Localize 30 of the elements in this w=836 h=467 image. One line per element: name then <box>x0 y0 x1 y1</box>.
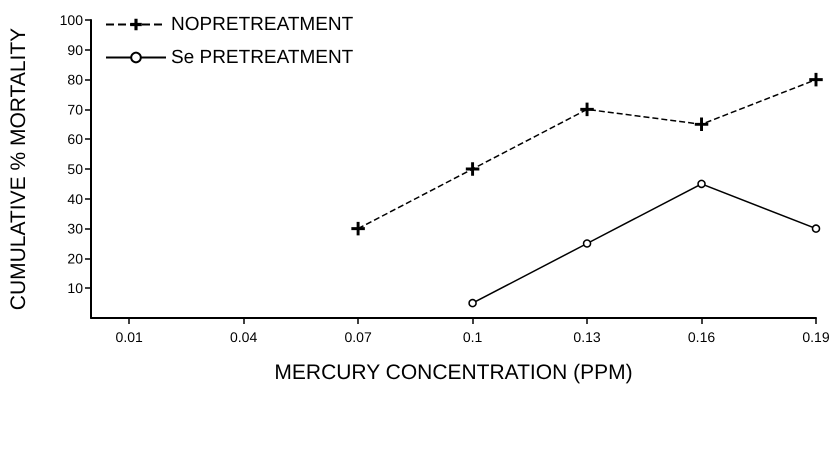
x-tick-label: 0.07 <box>344 329 372 345</box>
y-tick-label: 100 <box>60 12 84 28</box>
y-tick-label: 10 <box>67 280 84 296</box>
point <box>580 102 594 116</box>
y-tick-label: 20 <box>67 250 84 266</box>
legend-label: Se PRETREATMENT <box>171 47 354 68</box>
x-tick-label: 0.13 <box>573 329 601 345</box>
point <box>697 180 706 188</box>
x-axis-title: MERCURY CONCENTRATION (PPM) <box>274 361 633 384</box>
point <box>694 118 708 132</box>
y-tick-label: 50 <box>67 161 84 177</box>
point <box>812 224 820 233</box>
y-tick-label: 60 <box>67 131 84 148</box>
x-tick-label: 0.16 <box>688 329 716 345</box>
y-tick-label: 70 <box>67 101 84 118</box>
x-tick-label: 0.19 <box>802 329 830 345</box>
x-tick-label: 0.04 <box>230 329 258 345</box>
y-tick-label: 80 <box>67 72 84 88</box>
point <box>468 298 477 308</box>
point <box>351 222 365 236</box>
point <box>466 162 480 176</box>
x-tick-label: 0.01 <box>116 329 143 345</box>
point <box>582 239 592 248</box>
y-axis-title: CUMULATIVE % MORTALITY <box>7 28 30 310</box>
y-tick-label: 40 <box>67 190 84 207</box>
legend-label: NOPRETREATMENT <box>171 14 354 35</box>
x-tick-label: 0.1 <box>462 329 483 345</box>
point <box>809 72 823 86</box>
y-tick-label: 90 <box>67 42 84 58</box>
y-tick-label: 30 <box>67 220 84 237</box>
